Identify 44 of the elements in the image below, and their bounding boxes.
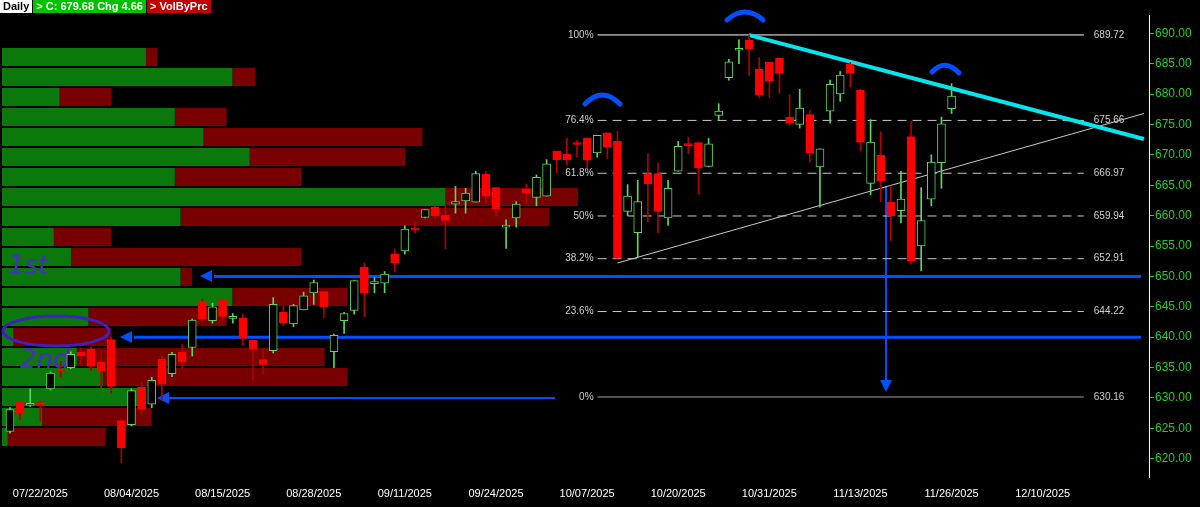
y-tick-label: 620.00 <box>1155 451 1193 466</box>
x-tick-label: 09/24/2025 <box>468 486 524 499</box>
x-tick-label: 11/26/2025 <box>924 486 979 499</box>
chart-subtitle: > C: 679.68 Chg 4.66 <box>33 0 146 13</box>
x-tick-label: 10/07/2025 <box>559 486 615 499</box>
ref-line-label: 652.91 <box>1093 252 1125 264</box>
x-tick-label: 07/22/2025 <box>12 486 68 499</box>
y-tick-label: 685.00 <box>1155 55 1193 70</box>
annotation: 50% <box>573 209 594 221</box>
x-tick-label: 11/13/2025 <box>833 486 888 499</box>
x-tick-label: 08/28/2025 <box>286 486 342 499</box>
annotation: 38.2% <box>565 252 594 264</box>
y-tick-label: 625.00 <box>1155 420 1193 435</box>
y-tick-label: 635.00 <box>1155 359 1193 374</box>
annotation: 76.4% <box>565 114 594 126</box>
x-tick-label: 12/10/2025 <box>1015 486 1071 499</box>
chart-title: > VolByPrc <box>147 0 211 13</box>
ref-line-label: 666.97 <box>1093 166 1125 178</box>
ref-line-label: 659.94 <box>1093 209 1125 221</box>
annotation: 61.8% <box>565 166 594 178</box>
ref-line-label: 644.22 <box>1093 305 1125 317</box>
y-tick-label: 630.00 <box>1155 390 1193 405</box>
annotation: 100% <box>567 28 594 40</box>
y-tick-label: 650.00 <box>1155 268 1193 283</box>
y-tick-label: 690.00 <box>1155 25 1193 40</box>
y-tick-label: 670.00 <box>1155 147 1193 162</box>
y-tick-label: 675.00 <box>1155 116 1193 131</box>
y-tick-label: 665.00 <box>1155 177 1193 192</box>
x-tick-label: 08/15/2025 <box>195 486 251 499</box>
annotation: 23.6% <box>565 305 594 317</box>
y-tick-label: 680.00 <box>1155 86 1193 101</box>
y-tick-label: 645.00 <box>1155 299 1193 314</box>
ref-line-label: 630.16 <box>1093 390 1125 402</box>
annotation: 0% <box>579 390 594 402</box>
x-tick-label: 10/20/2025 <box>650 486 706 499</box>
chart-title: Daily <box>0 0 33 13</box>
y-tick-label: 640.00 <box>1155 329 1193 344</box>
x-tick-label: 08/04/2025 <box>103 486 160 499</box>
x-tick-label: 09/11/2025 <box>377 486 432 499</box>
y-tick-label: 655.00 <box>1155 238 1193 253</box>
x-tick-label: 10/31/2025 <box>741 486 797 499</box>
ref-line-label: 689.72 <box>1093 28 1125 40</box>
y-tick-label: 660.00 <box>1155 207 1193 222</box>
ref-line-label: 675.66 <box>1093 114 1125 126</box>
